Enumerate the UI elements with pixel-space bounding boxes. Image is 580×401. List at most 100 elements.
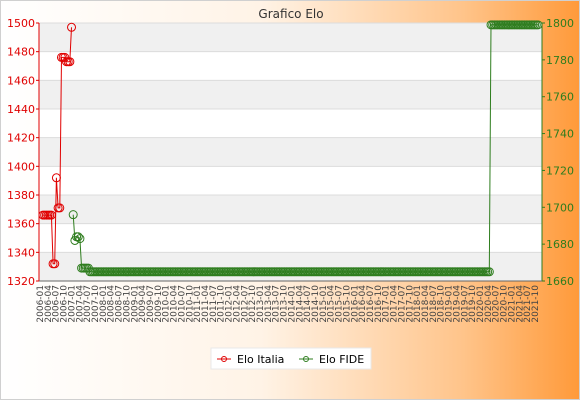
x-tick-label: 2013-01: [256, 285, 266, 323]
data-point: [50, 259, 60, 269]
x-tick-label: 2015-07: [335, 285, 345, 323]
data-point: [484, 267, 494, 277]
grid-band: [39, 80, 542, 109]
x-tick-label: 2018-10: [437, 285, 447, 323]
x-tick-label: 2016-04: [358, 285, 368, 323]
left-tick-label: 1440: [7, 103, 35, 116]
data-point: [533, 20, 543, 30]
legend-item: Elo FIDE: [299, 353, 364, 366]
x-tick-label: 2021-04: [515, 285, 525, 323]
x-tick-label: 2012-07: [240, 285, 250, 323]
x-tick-label: 2006-04: [44, 285, 54, 323]
x-tick-label: 2007-07: [83, 285, 93, 323]
x-tick-label: 2012-10: [248, 285, 258, 323]
right-tick-label: 1680: [546, 238, 574, 251]
right-tick-label: 1700: [546, 201, 574, 214]
x-tick-label: 2020-01: [476, 285, 486, 323]
data-point: [46, 210, 56, 220]
x-tick-label: 2013-10: [280, 285, 290, 323]
x-tick-label: 2016-07: [366, 285, 376, 323]
x-tick-label: 2020-07: [492, 285, 502, 323]
x-tick-label: 2019-01: [445, 285, 455, 323]
left-tick-label: 1480: [7, 46, 35, 59]
x-tick-label: 2010-04: [170, 285, 180, 323]
x-tick-label: 2014-10: [311, 285, 321, 323]
legend-marker: [303, 356, 309, 362]
left-tick-label: 1360: [7, 218, 35, 231]
x-tick-label: 2020-10: [500, 285, 510, 323]
x-tick-label: 2017-04: [390, 285, 400, 323]
x-tick-label: 2009-04: [138, 285, 148, 323]
series-layer: [38, 20, 543, 277]
x-tick-label: 2006-01: [36, 285, 46, 323]
x-tick-label: 2012-04: [232, 285, 242, 323]
x-tick-label: 2021-01: [507, 285, 517, 323]
x-tick-label: 2011-01: [193, 285, 203, 323]
left-tick-label: 1380: [7, 189, 35, 202]
x-tick-label: 2012-01: [225, 285, 235, 323]
x-tick-label: 2009-01: [130, 285, 140, 323]
x-tick-label: 2017-10: [405, 285, 415, 323]
x-tick-label: 2019-04: [452, 285, 462, 323]
x-tick-label: 2007-01: [67, 285, 77, 323]
x-tick-label: 2018-07: [429, 285, 439, 323]
data-point: [75, 234, 85, 244]
x-tick-label: 2009-07: [146, 285, 156, 323]
chart-title: Grafico Elo: [258, 7, 323, 21]
right-tick-label: 1720: [546, 164, 574, 177]
x-tick-label: 2015-10: [342, 285, 352, 323]
x-tick-label: 2019-10: [468, 285, 478, 323]
grid-band: [39, 195, 542, 224]
x-tick-label: 2007-10: [91, 285, 101, 323]
x-tick-label: 2018-01: [413, 285, 423, 323]
grid-band: [39, 137, 542, 167]
data-point: [51, 173, 61, 183]
legend-box: [210, 347, 372, 370]
x-tick-label: 2014-01: [287, 285, 297, 323]
left-tick-label: 1400: [7, 160, 35, 173]
x-tick-label: 2011-07: [209, 285, 219, 323]
x-tick-label: 2021-07: [523, 285, 533, 323]
legend: Elo Italia Elo FIDE: [210, 347, 372, 370]
legend-item: Elo Italia: [217, 353, 284, 366]
x-tick-label: 2018-04: [421, 285, 431, 323]
x-tick-label: 2006-07: [52, 285, 62, 323]
data-point: [55, 203, 65, 213]
x-tick-label: 2015-04: [327, 285, 337, 323]
x-tick-label: 2014-07: [303, 285, 313, 323]
right-tick-label: 1740: [546, 128, 574, 141]
right-tick-label: 1760: [546, 91, 574, 104]
legend-label: Elo Italia: [237, 353, 284, 366]
x-tick-label: 2020-04: [484, 285, 494, 323]
x-tick-label: 2016-10: [374, 285, 384, 323]
x-tick-label: 2008-01: [99, 285, 109, 323]
left-axis-ticks: 1320 1340 1360 1380 1400 1420 1440 1460 1480 1500: [7, 17, 39, 288]
x-tick-label: 2010-10: [185, 285, 195, 323]
x-tick-label: 2010-07: [177, 285, 187, 323]
x-tick-label: 2013-07: [272, 285, 282, 323]
x-tick-label: 2021-10: [531, 285, 541, 323]
right-tick-label: 1800: [546, 17, 574, 30]
x-tick-label: 2015-01: [319, 285, 329, 323]
x-tick-label: 2014-04: [295, 285, 305, 323]
x-tick-label: 2011-10: [217, 285, 227, 323]
data-point: [73, 232, 83, 242]
x-tick-label: 2016-01: [350, 285, 360, 323]
series-elo-italia: [38, 22, 77, 269]
left-tick-label: 1460: [7, 74, 35, 87]
x-tick-label: 2008-04: [107, 285, 117, 323]
x-tick-label: 2008-10: [122, 285, 132, 323]
data-point: [65, 57, 75, 67]
x-tick-label: 2006-10: [60, 285, 70, 323]
grid-band: [39, 252, 542, 281]
left-tick-label: 1500: [7, 17, 35, 30]
legend-marker: [221, 356, 227, 362]
x-tick-label: 2010-01: [162, 285, 172, 323]
right-tick-label: 1660: [546, 275, 574, 288]
x-tick-label: 2008-07: [115, 285, 125, 323]
left-tick-label: 1320: [7, 275, 35, 288]
axes: [38, 23, 543, 282]
legend-label: Elo FIDE: [319, 353, 364, 366]
